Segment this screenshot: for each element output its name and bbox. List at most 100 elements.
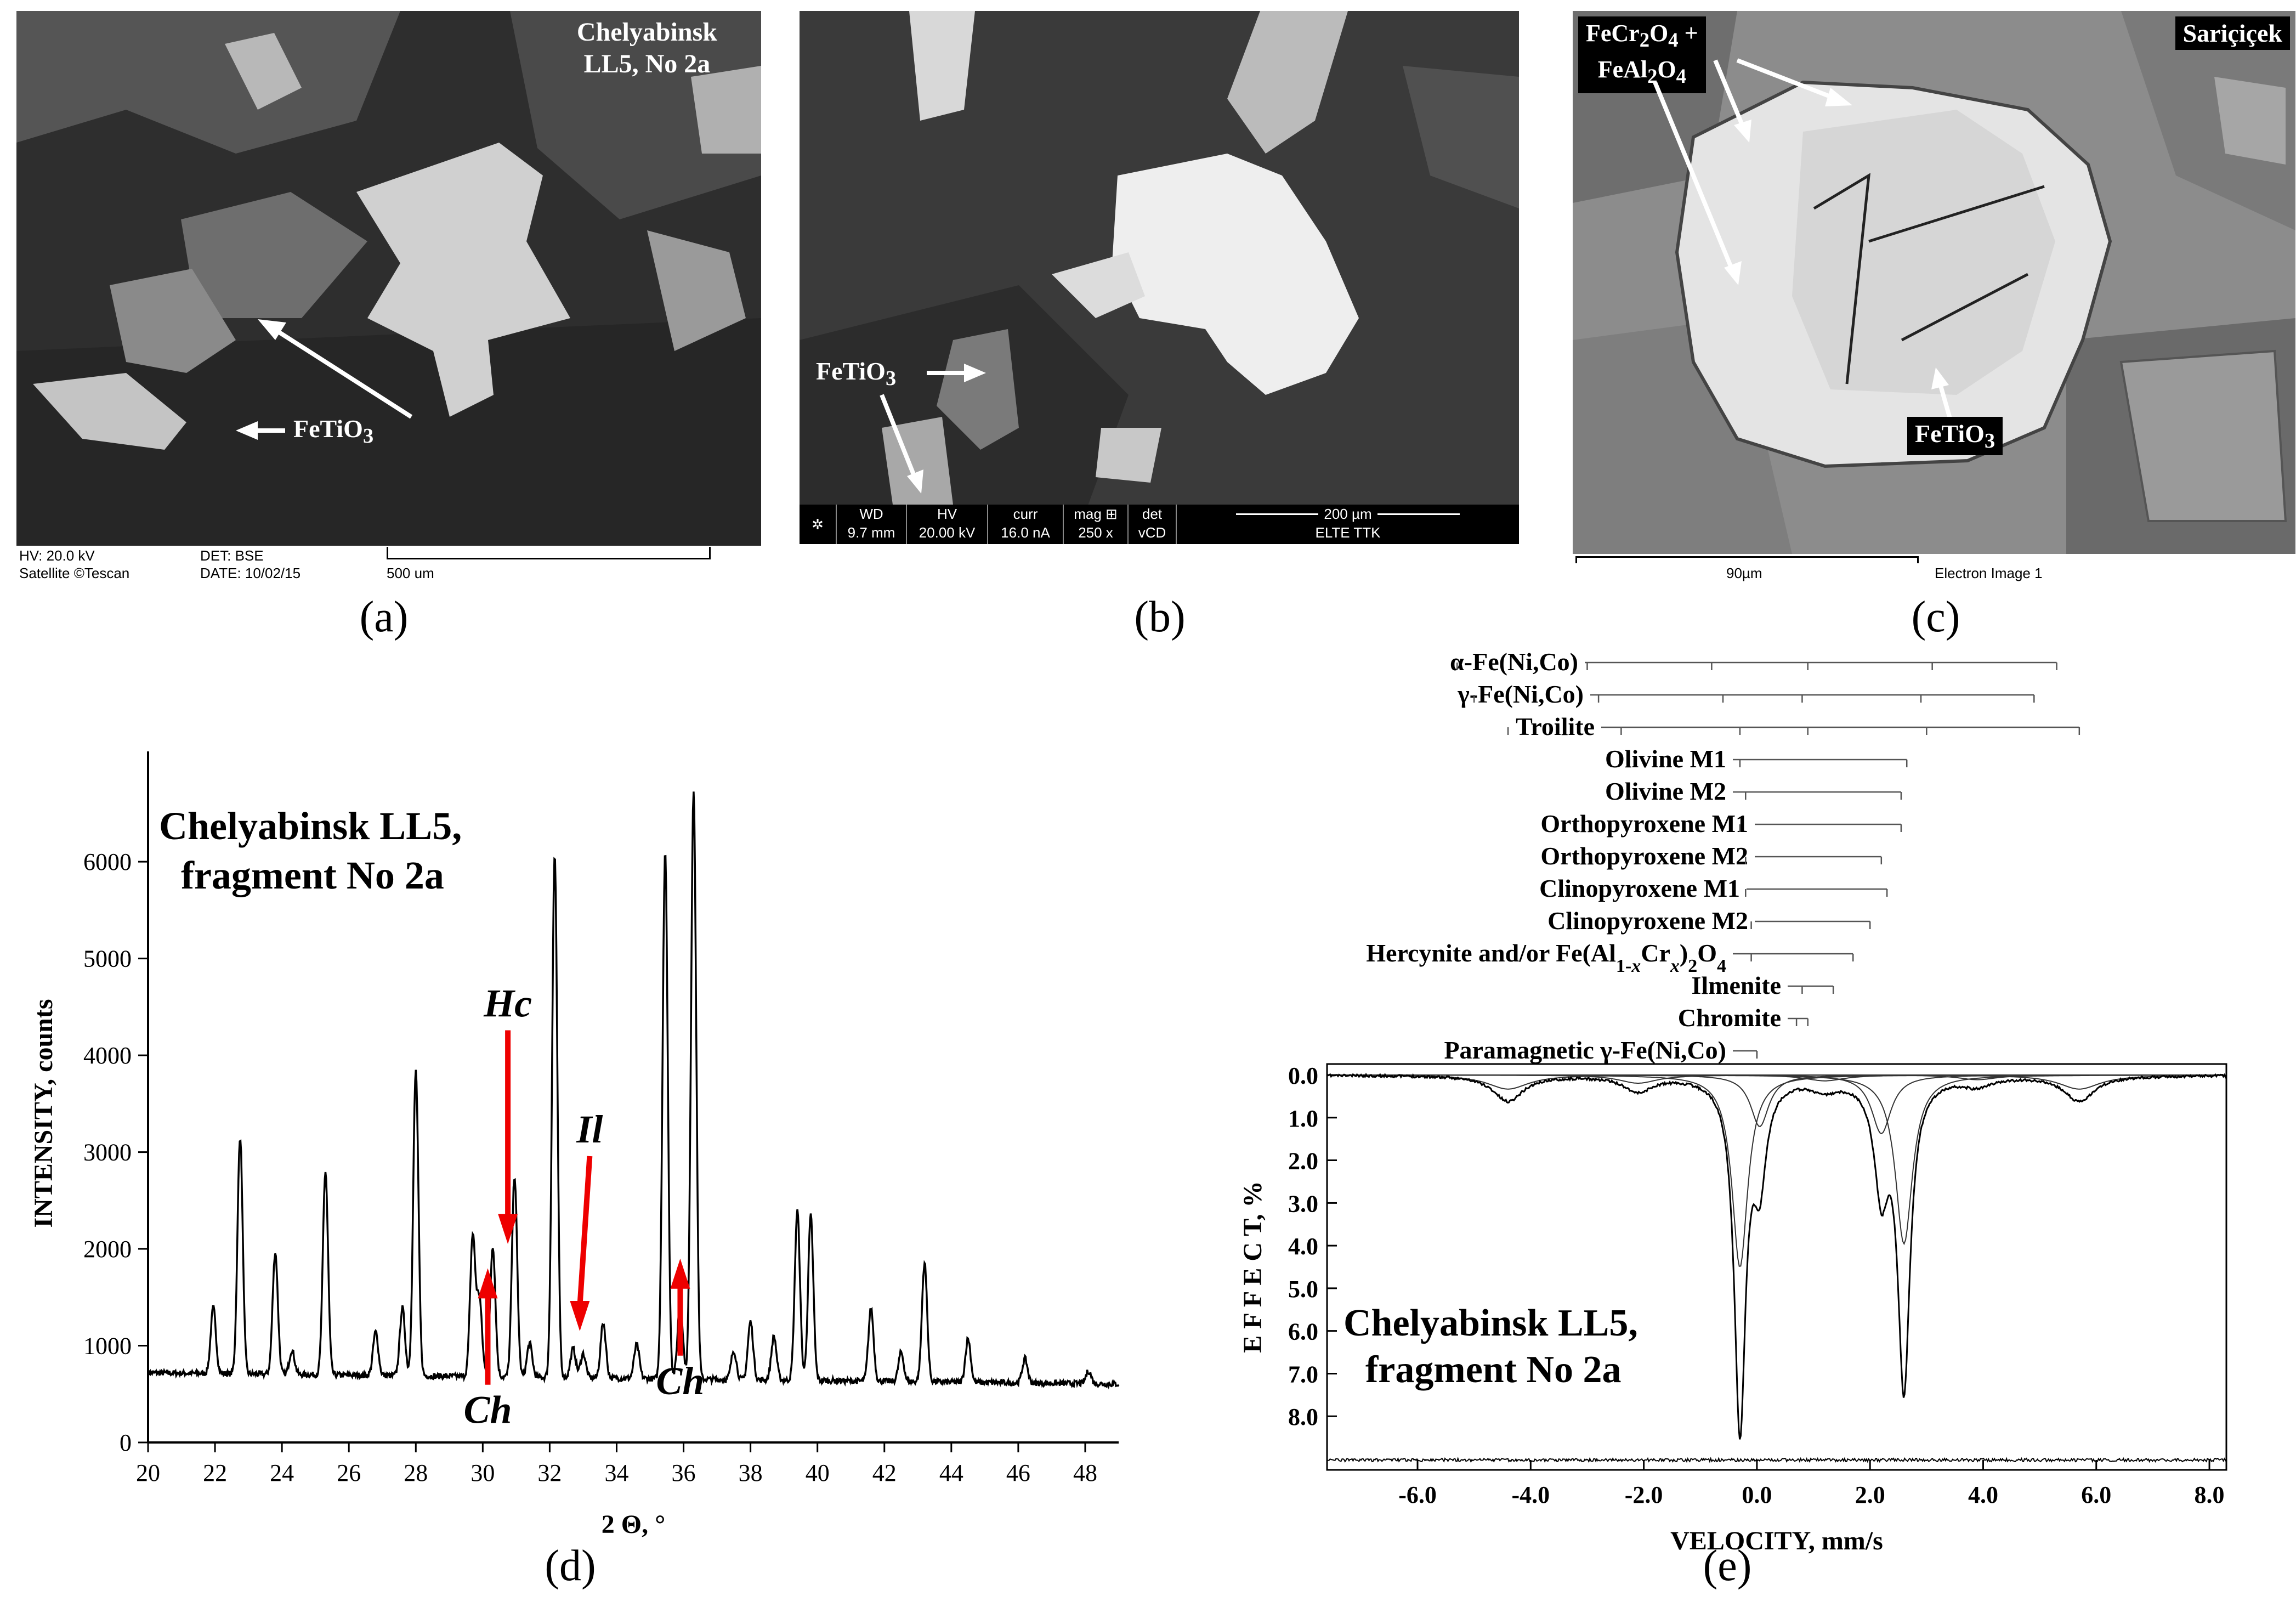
caption-c: (c) [1911, 593, 1960, 641]
mossbauer-x-tick-label: 6.0 [2081, 1481, 2111, 1508]
sem-b-logo-cell: ✲ [800, 505, 837, 544]
component-label: Orthopyroxene M2 [1540, 842, 1748, 870]
component-label-part: O [1697, 939, 1717, 967]
mossbauer-x-tick-label: -4.0 [1511, 1481, 1550, 1508]
mossbauer-x-tick-label: 0.0 [1742, 1481, 1772, 1508]
sem-b-det-value: vCD [1138, 524, 1166, 541]
sem-b-det-cell: det vCD [1129, 505, 1177, 544]
mossbauer-frame [1326, 1063, 2227, 1471]
sem-a-title-line2: LL5, No 2a [583, 49, 711, 78]
sem-b-curr-label: curr [1013, 506, 1038, 522]
caption-b: (b) [1134, 593, 1186, 641]
sem-c-mineral-label: FeTiO3 [1907, 417, 2003, 456]
xrd-annotation-arrowhead [670, 1258, 690, 1289]
component-label: Hercynite and/or Fe(Al1-xCrx)2O4 [1366, 939, 1726, 976]
component-label: Olivine M1 [1605, 745, 1726, 773]
xrd-y-tick-label: 2000 [83, 1236, 132, 1263]
sem-c-scalebar [1575, 556, 1919, 563]
xrd-x-tick-label: 28 [404, 1459, 428, 1486]
mossbauer-x-tick-label: 8.0 [2195, 1481, 2225, 1508]
mossbauer-y-label: E F F E C T, % [1238, 1181, 1267, 1353]
xrd-x-tick-label: 44 [939, 1459, 963, 1486]
xrd-x-tick-label: 46 [1006, 1459, 1030, 1486]
component-label-part: ) [1680, 939, 1688, 967]
sem-c-image-type: Electron Image 1 [1935, 565, 2043, 581]
sem-b-scale-line-right [1377, 513, 1460, 515]
xrd-annotation-arrowhead [570, 1301, 590, 1332]
xrd-x-tick-label: 30 [470, 1459, 495, 1486]
component-label: Chromite [1678, 1004, 1781, 1032]
component-label-part: Cr [1641, 939, 1670, 967]
xrd-x-tick-label: 34 [604, 1459, 628, 1486]
component-label-part: 2 [1688, 956, 1697, 976]
xrd-y-tick-label: 6000 [83, 848, 132, 875]
sem-a-device: Satellite ©Tescan [19, 565, 130, 581]
mossbauer-title-line2: fragment No 2a [1365, 1349, 1622, 1391]
sem-b-mag-label: mag ⊞ [1074, 506, 1118, 522]
sem-c-title: Sariçiçek [2175, 16, 2290, 50]
mossbauer-residual [1326, 1456, 2227, 1463]
component-label-part: x [1670, 956, 1680, 976]
mossbauer-subspectrum [1327, 1074, 2226, 1246]
caption-e: (e) [1703, 1542, 1752, 1590]
sem-image-a-texture [16, 11, 761, 546]
xrd-y-label: INTENSITY, counts [29, 999, 58, 1227]
sem-b-mag-cell: mag ⊞ 250 x [1064, 505, 1129, 544]
component-label: Orthopyroxene M1 [1540, 810, 1748, 838]
xrd-annotation-label: Hc [483, 982, 532, 1026]
xrd-y-tick-label: 4000 [83, 1042, 132, 1069]
sem-b-hv-cell: HV 20.00 kV [907, 505, 988, 544]
mossbauer-x-tick-label: 2.0 [1855, 1481, 1885, 1508]
component-label-part: 1- [1616, 956, 1631, 976]
sem-a-scalebar [387, 547, 711, 559]
xrd-annotation-label: Ch [656, 1359, 704, 1403]
xrd-y-tick-label: 3000 [83, 1139, 132, 1166]
sem-b-mag-value: 250 x [1078, 524, 1113, 541]
sem-b-wd-value: 9.7 mm [847, 524, 895, 541]
mossbauer-subspectrum [1327, 1074, 2227, 1090]
xrd-x-tick-label: 22 [203, 1459, 227, 1486]
mossbauer-y-tick-label: 7.0 [1288, 1361, 1318, 1388]
component-label: Troilite [1516, 712, 1595, 740]
xrd-annotation-label: Ch [463, 1388, 512, 1432]
mossbauer-subspectrum [1327, 1074, 2226, 1127]
caption-a: (a) [359, 593, 409, 641]
sem-b-wd-cell: WD 9.7 mm [837, 505, 907, 544]
component-label: α-Fe(Ni,Co) [1450, 648, 1578, 676]
mossbauer-y-tick-label: 6.0 [1288, 1319, 1318, 1345]
component-label-part: 4 [1717, 956, 1726, 976]
sem-b-infobar: ✲ WD 9.7 mm HV 20.00 kV curr 16.0 nA mag… [800, 505, 1519, 544]
sem-b-institution: ELTE TTK [1315, 524, 1381, 541]
sem-a-title: Chelyabinsk LL5, No 2a [577, 16, 717, 80]
xrd-y-tick-label: 5000 [83, 946, 132, 972]
sem-c-infobar: 90µm Electron Image 1 [1573, 554, 2295, 587]
caption-d: (d) [545, 1542, 596, 1590]
sem-b-curr-cell: curr 16.0 nA [988, 505, 1064, 544]
sem-c-spinel-line1: FeCr2O4 + [1586, 20, 1698, 51]
mossbauer-y-tick-label: 4.0 [1288, 1233, 1318, 1260]
mossbauer-y-tick-label: 1.0 [1288, 1105, 1318, 1132]
xrd-pattern-line [147, 791, 1120, 1390]
mossbauer-subspectrum [1327, 1074, 2226, 1267]
xrd-x-tick-label: 26 [337, 1459, 361, 1486]
xrd-title-line1: Chelyabinsk LL5, [159, 804, 462, 848]
xrd-annotation-label: Il [576, 1107, 603, 1151]
component-label: Clinopyroxene M2 [1547, 907, 1748, 935]
xrd-annotation-arrowhead [498, 1214, 518, 1244]
sem-b-scale-line-left [1236, 513, 1319, 515]
component-label: γ-Fe(Ni,Co) [1457, 680, 1584, 708]
mossbauer-y-tick-label: 0.0 [1288, 1062, 1318, 1089]
xrd-x-tick-label: 42 [872, 1459, 897, 1486]
mossbauer-x-label: VELOCITY, mm/s [1670, 1526, 1883, 1555]
mossbauer-y-tick-label: 5.0 [1288, 1276, 1318, 1303]
sem-image-b: FeTiO3 ✲ WD 9.7 mm HV 20.00 kV curr 16.0… [800, 11, 1519, 544]
mossbauer-y-tick-label: 3.0 [1288, 1190, 1318, 1217]
sem-b-det-label: det [1142, 506, 1163, 522]
xrd-title-line2: fragment No 2a [181, 853, 444, 897]
xrd-x-tick-label: 40 [806, 1459, 830, 1486]
sem-b-hv-label: HV [937, 506, 957, 522]
sem-a-mineral-label: FeTiO3 [293, 415, 374, 448]
xrd-chart: 20 22 24 26 28 30 32 34 36 38 40 42 44 46 48 0 1000 2000 3… [29, 751, 1120, 1539]
sem-b-scale-label: 200 µm [1181, 505, 1515, 523]
mossbauer-subspectrum [1327, 1074, 2226, 1135]
